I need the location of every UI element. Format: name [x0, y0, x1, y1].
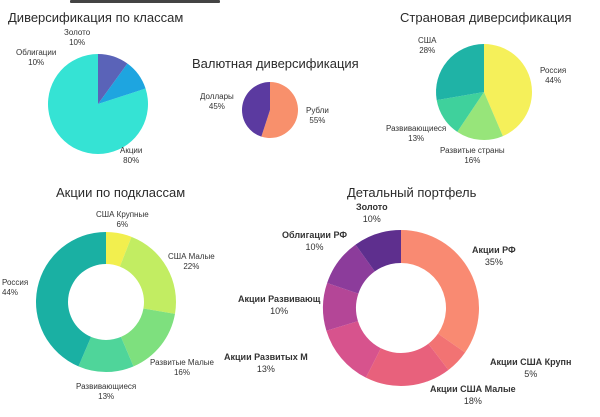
slice-ssha-malye: [119, 236, 176, 314]
slice-label: Рубли 55%: [306, 106, 329, 125]
slice-label: США Крупные 6%: [96, 210, 149, 229]
slice-label: Золото 10%: [356, 202, 388, 224]
slice-label: США 28%: [418, 36, 437, 55]
slice-label: Россия 44%: [540, 66, 567, 85]
slice-zoloto: [98, 54, 128, 104]
slice-label: Россия 44%: [2, 278, 29, 297]
chart-title: Валютная диверсификация: [192, 56, 359, 71]
slice-label: Акции Развитых М 13%: [224, 352, 308, 374]
slice-razvitye-strany: [457, 92, 503, 140]
slice-label: Облигации 10%: [16, 48, 57, 67]
slice-rossiya: [484, 44, 532, 137]
slice-label: Развивающиеся 13%: [386, 124, 447, 143]
slice-label: Развитые страны 16%: [440, 146, 505, 165]
slice-dollary: [242, 82, 270, 137]
chart-title: Детальный портфель: [347, 185, 477, 200]
slice-razvitye-malye: [120, 308, 175, 367]
slice-label: Развивающиеся 13%: [76, 382, 137, 401]
slice-label: Акции РФ 35%: [472, 245, 516, 267]
slice-rubli: [261, 82, 299, 138]
slice-label: Акции США Крупн 5%: [490, 357, 572, 379]
slice-label: США Малые 22%: [168, 252, 215, 271]
slice-razvivayuschiesya: [436, 92, 484, 132]
slice-ssha-krupnye: [106, 232, 132, 267]
slice-label: Развитые Малые 16%: [150, 358, 214, 377]
cropped-header-fragment: [0, 0, 600, 6]
slice-razvivayuschiesya: [78, 336, 134, 372]
slice-akcii-ssha-krupn: [428, 333, 466, 370]
slice-akcii-razvivayusch: [323, 282, 359, 331]
slice-akcii-rf: [401, 230, 479, 353]
slice-label: Акции 80%: [120, 146, 143, 165]
slice-label: Акции США Малые 18%: [430, 384, 516, 406]
slice-obligacii-rf: [327, 244, 375, 294]
slice-obligacii: [98, 63, 146, 104]
slice-akcii-razvityh-m: [326, 321, 381, 378]
chart-title: Диверсификация по классам: [8, 10, 184, 25]
slice-akcii: [48, 54, 148, 154]
slice-zoloto: [355, 230, 401, 272]
slice-label: Акции Развивающ 10%: [238, 294, 321, 316]
slice-ssha: [436, 44, 484, 101]
chart-title: Акции по подклассам: [56, 185, 186, 200]
slice-akcii-ssha-malye: [365, 343, 449, 386]
slice-label: Золото 10%: [64, 28, 91, 47]
slice-label: Облигации РФ 10%: [282, 230, 348, 252]
chart-title: Страновая диверсификация: [400, 10, 572, 25]
slice-label: Доллары 45%: [200, 92, 234, 111]
slice-rossiya: [36, 231, 106, 367]
